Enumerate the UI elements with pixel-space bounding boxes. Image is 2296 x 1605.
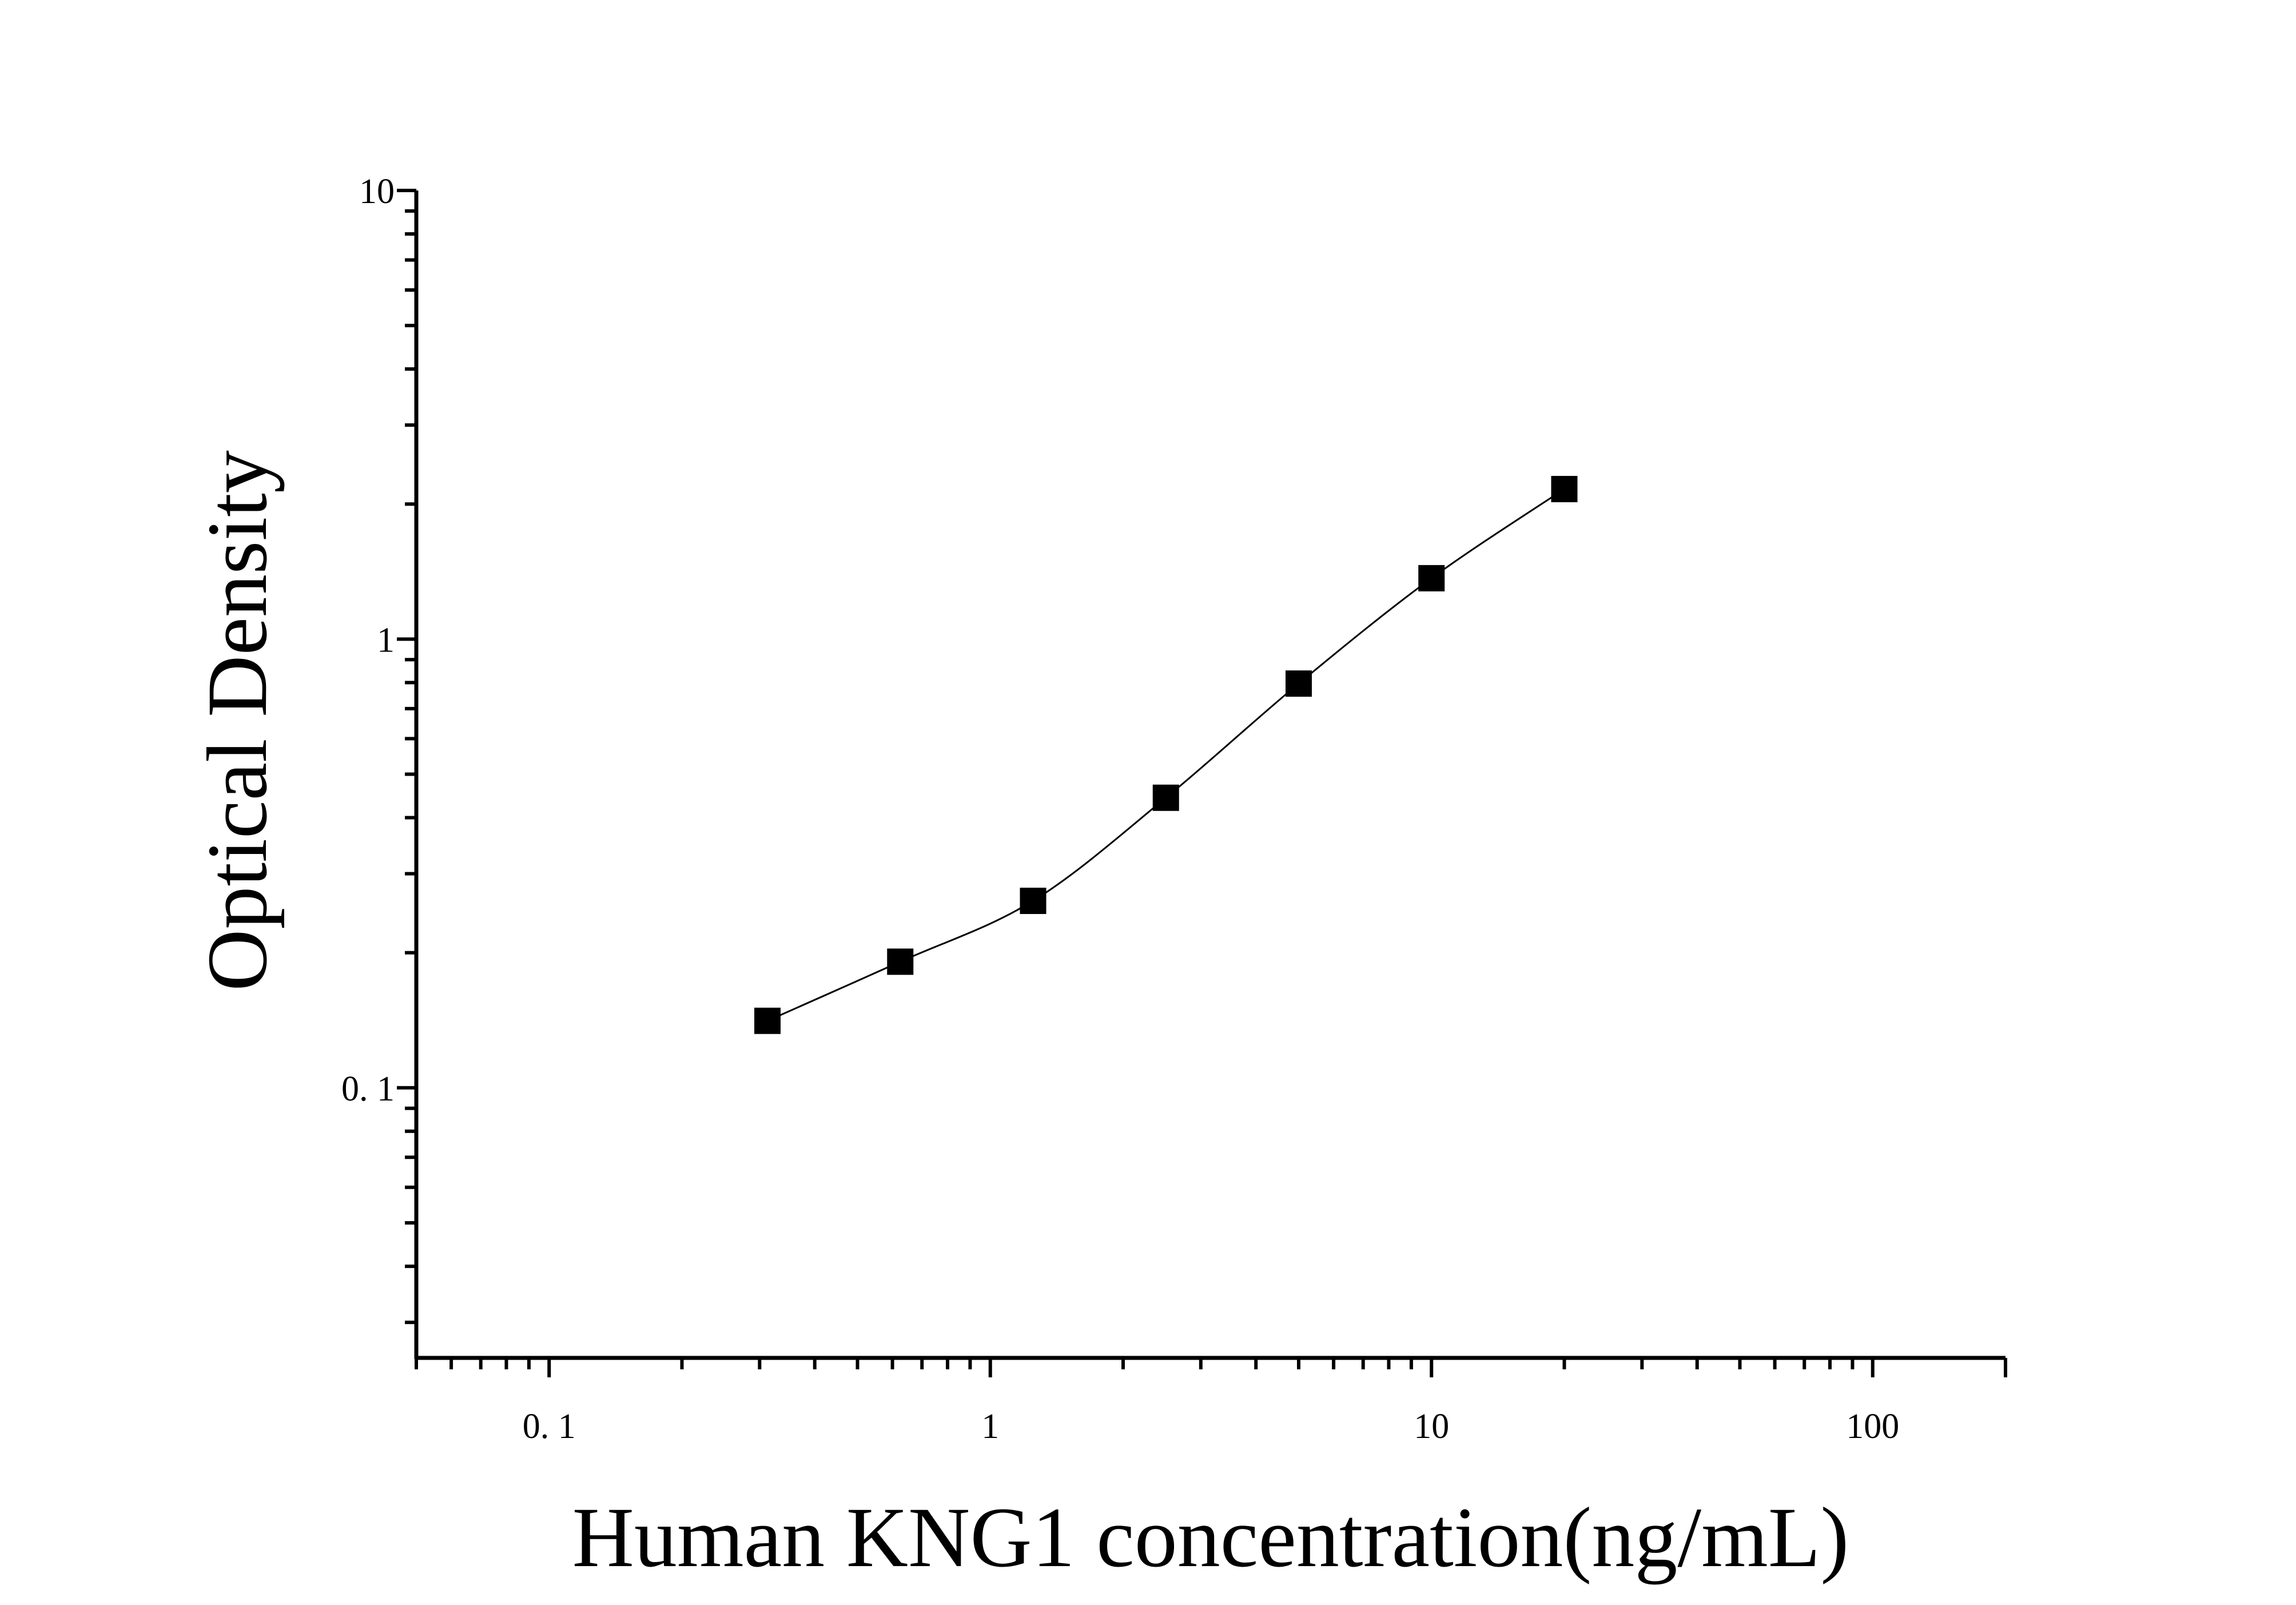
y-tick-label: 10 <box>359 172 395 211</box>
y-tick-label: 0. 1 <box>341 1070 395 1109</box>
x-axis-title: Human KNG1 concentration(ng/mL) <box>572 1490 1849 1585</box>
tick-labels: 0. 1 1 10 100 0. 1 1 10 <box>341 172 1899 1446</box>
data-points <box>754 476 1578 1034</box>
x-tick-label: 0. 1 <box>523 1407 576 1446</box>
y-axis-title: Optical Density <box>190 450 285 991</box>
data-point <box>1551 476 1578 503</box>
data-point <box>1152 784 1179 811</box>
axes <box>397 189 2007 1377</box>
data-point <box>754 1007 781 1034</box>
x-tick-label: 100 <box>1846 1407 1899 1446</box>
fit-curve <box>767 488 1565 1022</box>
data-point <box>887 948 914 975</box>
x-tick-label: 1 <box>981 1407 999 1446</box>
data-point <box>1286 670 1312 697</box>
y-tick-label: 1 <box>377 621 395 660</box>
data-point <box>1020 887 1046 914</box>
x-tick-label: 10 <box>1414 1407 1449 1446</box>
data-point <box>1418 565 1445 591</box>
